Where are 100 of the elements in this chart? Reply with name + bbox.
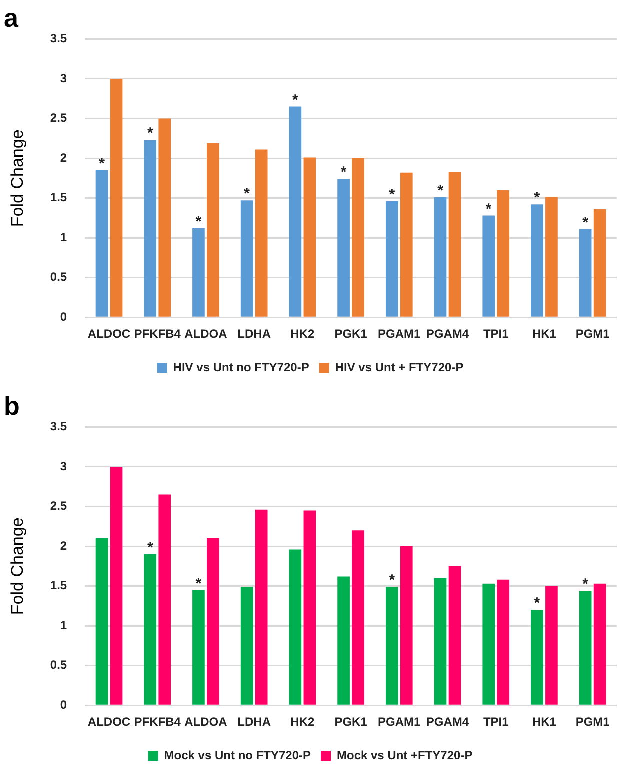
bar <box>400 172 413 317</box>
annotation: * <box>438 182 444 200</box>
bar <box>594 209 606 317</box>
y-tick-label: 3 <box>60 71 68 86</box>
x-tick-label: TPI1 <box>483 327 510 342</box>
annotation: * <box>389 186 396 204</box>
bar <box>497 580 510 705</box>
x-tick-label: ALDOC <box>88 715 131 730</box>
bar <box>158 118 172 317</box>
annotation: * <box>582 576 589 594</box>
y-tick-label: 0.5 <box>50 658 68 672</box>
bar <box>144 140 157 317</box>
bar <box>192 590 205 705</box>
bar <box>352 158 364 317</box>
x-tick-label: ALDOC <box>88 327 131 342</box>
bar <box>352 530 364 705</box>
legend-label: HIV vs Unt + FTY720-P <box>335 360 464 374</box>
x-tick-label: PGM1 <box>576 715 610 730</box>
y-tick-label: 1.5 <box>50 578 68 593</box>
bar <box>207 538 220 705</box>
x-tick-label: PFKFB4 <box>134 715 182 730</box>
bar <box>546 197 558 317</box>
bar <box>594 584 606 705</box>
x-tick-label: ALDOA <box>184 327 228 342</box>
bar <box>386 201 398 317</box>
x-tick-label: HK2 <box>290 327 316 342</box>
x-tick-label: TPI1 <box>483 715 510 730</box>
bar <box>96 170 108 317</box>
x-tick-label: PGAM4 <box>426 327 470 342</box>
legend-label: Mock vs Unt +FTY720-P <box>336 748 473 762</box>
bar <box>338 179 350 317</box>
bar <box>192 228 205 317</box>
annotation: * <box>196 575 202 592</box>
annotation: * <box>534 190 540 207</box>
bar <box>110 78 123 317</box>
bar <box>255 510 268 705</box>
annotation: * <box>534 595 540 612</box>
annotation: * <box>99 155 106 172</box>
annotation: * <box>147 539 154 556</box>
annotation: * <box>196 214 202 231</box>
bar <box>304 158 316 317</box>
bar <box>289 106 302 317</box>
x-tick-label: PGK1 <box>334 327 368 342</box>
bar <box>96 538 108 705</box>
bar <box>579 229 592 317</box>
legend-label: HIV vs Unt no FTY720-P <box>173 360 310 374</box>
annotation: * <box>582 214 589 232</box>
chart-title: a <box>4 2 19 33</box>
x-tick-label: PGAM1 <box>378 327 422 342</box>
y-tick-label: 2.5 <box>50 111 68 126</box>
x-tick-label: PGM1 <box>576 327 610 342</box>
bar <box>448 566 462 705</box>
bar <box>434 197 447 317</box>
x-tick-label: HK2 <box>290 715 316 730</box>
bar <box>531 610 544 705</box>
y-tick-label: 0.5 <box>50 270 68 284</box>
bar <box>289 550 302 705</box>
bar <box>207 143 220 317</box>
y-tick-label: 2 <box>60 150 68 165</box>
annotation: * <box>292 92 299 109</box>
y-tick-label: 1.5 <box>50 190 68 205</box>
y-tick-label: 2 <box>60 538 68 553</box>
x-tick-label: PGAM1 <box>378 715 422 730</box>
bar <box>531 204 544 317</box>
bar <box>482 216 496 317</box>
x-tick-label: HK1 <box>532 327 557 342</box>
y-tick-label: 0 <box>60 310 68 324</box>
annotation: * <box>340 164 347 182</box>
bar <box>546 586 558 705</box>
x-tick-label: HK1 <box>532 715 557 730</box>
bar <box>110 466 123 705</box>
annotation: * <box>244 186 250 203</box>
bar <box>386 587 398 705</box>
bar <box>497 190 510 317</box>
bar <box>304 510 316 705</box>
y-tick-label: 3 <box>60 459 68 474</box>
annotation: * <box>486 200 492 218</box>
chart-title: b <box>4 390 20 421</box>
y-tick-label: 3.5 <box>50 420 68 434</box>
annotation: * <box>147 125 154 142</box>
y-axis-title: Fold Change <box>8 130 27 228</box>
x-tick-label: ALDOA <box>184 715 228 730</box>
bar <box>400 546 413 705</box>
x-tick-label: LDHA <box>238 715 272 730</box>
bar <box>579 591 592 705</box>
y-tick-label: 1 <box>60 618 68 632</box>
bar <box>144 554 157 705</box>
bar <box>240 587 254 705</box>
y-tick-label: 0 <box>60 698 68 712</box>
bar <box>434 578 447 705</box>
x-tick-label: LDHA <box>238 327 272 342</box>
bar <box>240 200 254 317</box>
legend-label: Mock vs Unt no FTY720-P <box>164 748 311 762</box>
y-tick-label: 1 <box>60 230 68 244</box>
bar <box>338 576 350 705</box>
x-tick-label: PFKFB4 <box>134 327 182 342</box>
bar <box>158 494 172 705</box>
x-tick-label: PGAM4 <box>426 715 470 730</box>
bar <box>255 150 268 317</box>
bar <box>448 172 462 317</box>
